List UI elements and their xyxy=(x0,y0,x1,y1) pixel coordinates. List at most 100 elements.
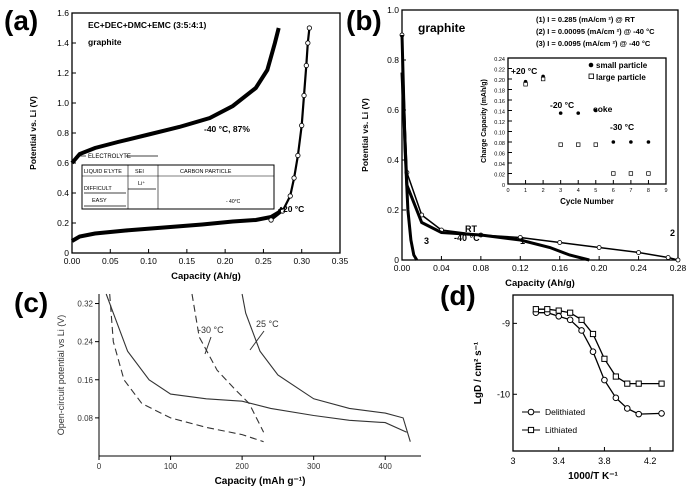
y-tick-label: 0.12 xyxy=(494,120,505,126)
x-tick-label: 0.16 xyxy=(551,263,568,273)
inset-annotation: -20 °C xyxy=(550,100,574,110)
annotation: -40 °C xyxy=(454,233,480,243)
y-tick-label: 1.0 xyxy=(387,5,399,15)
series-line-c xyxy=(191,293,265,433)
series-marker-d xyxy=(566,316,574,324)
y-tick-label: 0 xyxy=(64,248,69,258)
series-marker-b xyxy=(665,255,671,260)
series-marker-d xyxy=(601,355,608,362)
chart-subtitle: graphite xyxy=(418,21,466,35)
x-axis-label: Capacity (Ah/g) xyxy=(505,278,575,289)
annotation-arrow xyxy=(249,330,265,351)
x-tick-label: 0.08 xyxy=(473,263,490,273)
x-tick-label: 5 xyxy=(594,188,597,194)
x-tick-label: 0 xyxy=(506,188,509,194)
x-tick-label: 0.28 xyxy=(670,263,687,273)
series-marker-b xyxy=(675,257,681,263)
series-line-d xyxy=(535,312,662,415)
x-tick-label: 200 xyxy=(235,462,249,471)
annotation: +20 °C xyxy=(278,204,304,214)
x-tick-label: 4 xyxy=(577,188,580,194)
y-tick-label: 0.14 xyxy=(494,110,505,116)
series-marker-d xyxy=(601,376,608,384)
y-axis-label: Open-circuit potential vs Li (V) xyxy=(56,315,66,436)
x-tick-label: 0.24 xyxy=(630,263,647,273)
legend-entry: (3) I = 0.0095 (mA/cm ²) @ -40 °C xyxy=(536,39,651,48)
x-tick-label: 400 xyxy=(379,462,393,471)
legend-entry: (2) I = 0.00095 (mA/cm ²) @ -40 °C xyxy=(536,27,655,36)
series-line-a xyxy=(70,206,285,243)
series-marker-b xyxy=(636,250,641,255)
inset-point-large xyxy=(593,142,598,147)
series-marker-d xyxy=(658,380,665,387)
y-axis-label: Charge Capacity (mAh/g) xyxy=(481,79,488,163)
y-tick-label: 0.04 xyxy=(494,162,505,168)
inset-label: - 40°C xyxy=(226,199,241,205)
annotation: 25 °C xyxy=(256,319,279,329)
y-tick-label: 0.10 xyxy=(494,131,505,137)
y-axis-label: Potential vs. Li (V) xyxy=(360,98,370,172)
plot-frame xyxy=(512,294,674,452)
inset-background xyxy=(468,52,672,212)
legend-marker-lithiated xyxy=(527,426,535,434)
y-tick-label: 0.18 xyxy=(494,89,505,95)
y-tick-label: 1.2 xyxy=(57,68,69,78)
series-marker-a xyxy=(305,40,311,46)
y-tick-label: 0.6 xyxy=(57,158,69,168)
inset-point-small xyxy=(593,108,598,113)
x-tick-label: 0.25 xyxy=(255,256,272,266)
legend-entry: Lithiated xyxy=(545,425,577,435)
x-tick-label: 3.8 xyxy=(598,456,611,466)
y-tick-label: 0.06 xyxy=(494,152,505,158)
y-tick-label: 0.24 xyxy=(494,57,505,63)
inset-label: LIQUID E'LYTE xyxy=(84,169,122,175)
y-tick-label: 0.8 xyxy=(387,55,399,65)
x-tick-label: 0.00 xyxy=(394,263,411,273)
inset-point-small xyxy=(576,111,581,115)
inset-annotation: +20 °C xyxy=(511,66,537,76)
x-tick-label: 2 xyxy=(542,188,545,194)
x-tick-label: 0.20 xyxy=(591,263,608,273)
series-line-b xyxy=(400,34,419,261)
series-marker-a xyxy=(303,62,309,69)
series-line-a xyxy=(270,27,311,221)
series-line-c xyxy=(105,293,407,433)
x-tick-label: 0 xyxy=(97,462,102,471)
inset-box xyxy=(81,164,275,210)
y-tick-label: 0.4 xyxy=(57,188,69,198)
x-tick-label: 0.12 xyxy=(512,263,529,273)
inset-point-large xyxy=(611,171,616,176)
x-tick-label: 0.05 xyxy=(102,256,119,266)
y-tick-label: 0.4 xyxy=(387,155,399,165)
inset-label: EASY xyxy=(92,198,107,204)
inset-label: Li⁺ xyxy=(138,180,145,187)
y-tick-label: 0.2 xyxy=(387,205,399,215)
series-marker-d xyxy=(532,306,539,313)
series-marker-a xyxy=(295,152,301,159)
series-marker-d xyxy=(623,405,631,412)
y-tick-label: 0.24 xyxy=(77,338,93,347)
chart-subtitle: graphite xyxy=(88,37,122,47)
series-marker-d xyxy=(589,348,597,356)
inset-label: CARBON PARTICLE xyxy=(180,169,232,175)
y-tick-label: 0.16 xyxy=(494,99,505,105)
x-tick-label: 300 xyxy=(307,462,321,471)
series-line-c xyxy=(241,293,411,442)
panel-label-c: (c) xyxy=(14,287,48,318)
x-tick-label: 8 xyxy=(647,188,650,194)
x-axis-label: Capacity (Ah/g) xyxy=(171,271,241,282)
x-tick-label: 1 xyxy=(524,188,527,194)
x-axis-label: Cycle Number xyxy=(560,197,614,206)
panel-label-d: (d) xyxy=(440,280,476,311)
inset-label: DIFFICULT xyxy=(84,186,112,192)
series-line-a xyxy=(70,27,281,165)
x-tick-label: 100 xyxy=(164,462,178,471)
series-marker-b xyxy=(596,245,602,250)
panel-b: 0.00 0.04 0.08 0.12 0.16 0.20 0.24 0.28 0 0.2 0.4 0… xyxy=(360,5,687,289)
x-tick-label: 3 xyxy=(510,456,515,466)
series-line-b xyxy=(400,72,590,262)
inset-point-large xyxy=(523,82,528,87)
y-tick-label: 0.16 xyxy=(77,376,93,385)
series-marker-d xyxy=(589,330,597,338)
inset-point-large xyxy=(628,171,634,176)
